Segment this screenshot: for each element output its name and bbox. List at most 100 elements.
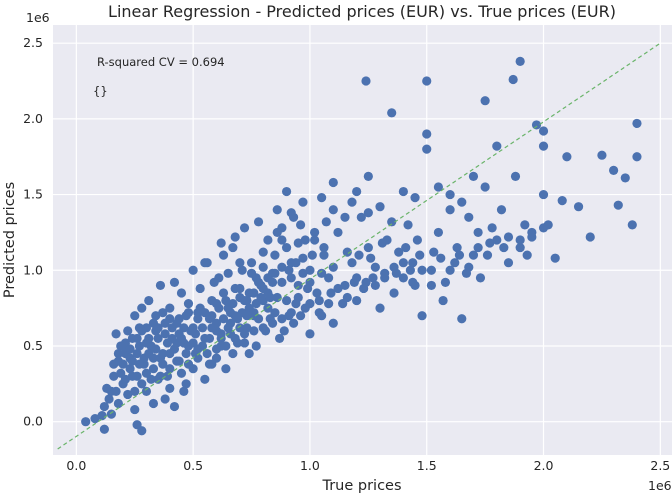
data-point bbox=[473, 227, 483, 238]
data-point bbox=[398, 186, 408, 197]
r-squared-annotation: R-squared CV = 0.694 bbox=[97, 55, 225, 69]
y-offset-label: 1e6 bbox=[26, 10, 50, 25]
data-point bbox=[239, 329, 250, 339]
data-point bbox=[454, 250, 465, 260]
data-point bbox=[209, 277, 219, 287]
data-point bbox=[253, 217, 264, 227]
data-point bbox=[123, 326, 133, 336]
data-point bbox=[356, 212, 366, 222]
data-point bbox=[237, 265, 247, 275]
data-point bbox=[408, 277, 418, 287]
data-point bbox=[375, 303, 385, 313]
data-point bbox=[223, 268, 233, 278]
data-point bbox=[244, 348, 254, 359]
data-point bbox=[102, 383, 112, 393]
data-point bbox=[249, 288, 259, 298]
data-point bbox=[141, 386, 152, 397]
data-point bbox=[137, 326, 147, 336]
data-point bbox=[485, 238, 495, 248]
data-point bbox=[232, 314, 243, 324]
data-point bbox=[249, 308, 259, 318]
data-point bbox=[267, 318, 278, 328]
data-point bbox=[235, 283, 245, 294]
data-point bbox=[277, 314, 287, 324]
data-point bbox=[328, 177, 338, 188]
data-point bbox=[291, 258, 301, 268]
data-point bbox=[445, 205, 455, 215]
data-point bbox=[298, 268, 308, 278]
data-point bbox=[188, 265, 198, 275]
data-point bbox=[520, 220, 530, 230]
data-point bbox=[340, 280, 350, 291]
data-point bbox=[296, 220, 306, 230]
data-point bbox=[426, 265, 437, 275]
data-point bbox=[270, 250, 280, 260]
data-point bbox=[197, 323, 208, 333]
data-point bbox=[272, 205, 282, 215]
data-point bbox=[242, 311, 252, 321]
data-point bbox=[153, 323, 163, 333]
data-point bbox=[562, 152, 572, 162]
data-point bbox=[585, 232, 595, 242]
data-point bbox=[97, 411, 107, 421]
data-point bbox=[464, 212, 474, 222]
data-point bbox=[216, 329, 226, 339]
data-point bbox=[130, 311, 140, 321]
data-point bbox=[172, 338, 182, 348]
data-point bbox=[228, 242, 238, 253]
data-point bbox=[387, 217, 397, 227]
data-point bbox=[207, 323, 217, 333]
data-point bbox=[230, 333, 240, 344]
data-point bbox=[162, 338, 173, 348]
data-point bbox=[310, 235, 320, 245]
data-point bbox=[415, 250, 425, 260]
data-point bbox=[538, 141, 549, 151]
x-axis-label: True prices bbox=[321, 478, 401, 494]
data-point bbox=[281, 186, 292, 197]
data-point bbox=[450, 258, 460, 268]
data-point bbox=[134, 341, 145, 351]
data-point bbox=[281, 295, 292, 306]
data-point bbox=[510, 171, 521, 182]
data-point bbox=[272, 227, 282, 238]
data-point bbox=[137, 303, 147, 313]
data-point bbox=[218, 288, 229, 298]
data-point bbox=[153, 333, 163, 344]
data-point bbox=[298, 253, 308, 263]
data-point bbox=[235, 292, 245, 303]
data-point bbox=[412, 235, 422, 245]
data-point bbox=[550, 253, 560, 263]
data-point bbox=[522, 250, 532, 260]
data-point bbox=[503, 232, 514, 242]
data-point bbox=[125, 364, 135, 374]
data-point bbox=[221, 364, 231, 374]
data-point bbox=[197, 341, 208, 351]
data-point bbox=[158, 308, 168, 318]
data-point bbox=[228, 348, 238, 359]
data-point bbox=[342, 292, 352, 303]
data-point bbox=[165, 348, 175, 359]
data-point bbox=[433, 182, 444, 192]
data-point bbox=[99, 401, 109, 412]
data-point bbox=[172, 318, 182, 328]
data-point bbox=[480, 96, 490, 106]
data-point bbox=[492, 141, 502, 151]
data-point bbox=[288, 318, 299, 328]
data-point bbox=[216, 238, 226, 248]
data-point bbox=[475, 273, 486, 283]
data-point bbox=[573, 202, 584, 212]
data-point bbox=[300, 235, 310, 245]
x-tick-label: 0.5 bbox=[183, 458, 203, 473]
data-point bbox=[487, 223, 497, 233]
data-point bbox=[375, 202, 385, 212]
data-point bbox=[298, 197, 308, 207]
chart-title: Linear Regression - Predicted prices (EU… bbox=[108, 2, 616, 21]
data-point bbox=[326, 288, 336, 298]
data-point bbox=[363, 208, 373, 218]
data-point bbox=[158, 359, 168, 369]
data-point bbox=[155, 371, 166, 381]
data-point bbox=[123, 389, 133, 400]
data-point bbox=[144, 333, 154, 344]
data-point bbox=[627, 220, 637, 230]
data-point bbox=[118, 359, 128, 369]
